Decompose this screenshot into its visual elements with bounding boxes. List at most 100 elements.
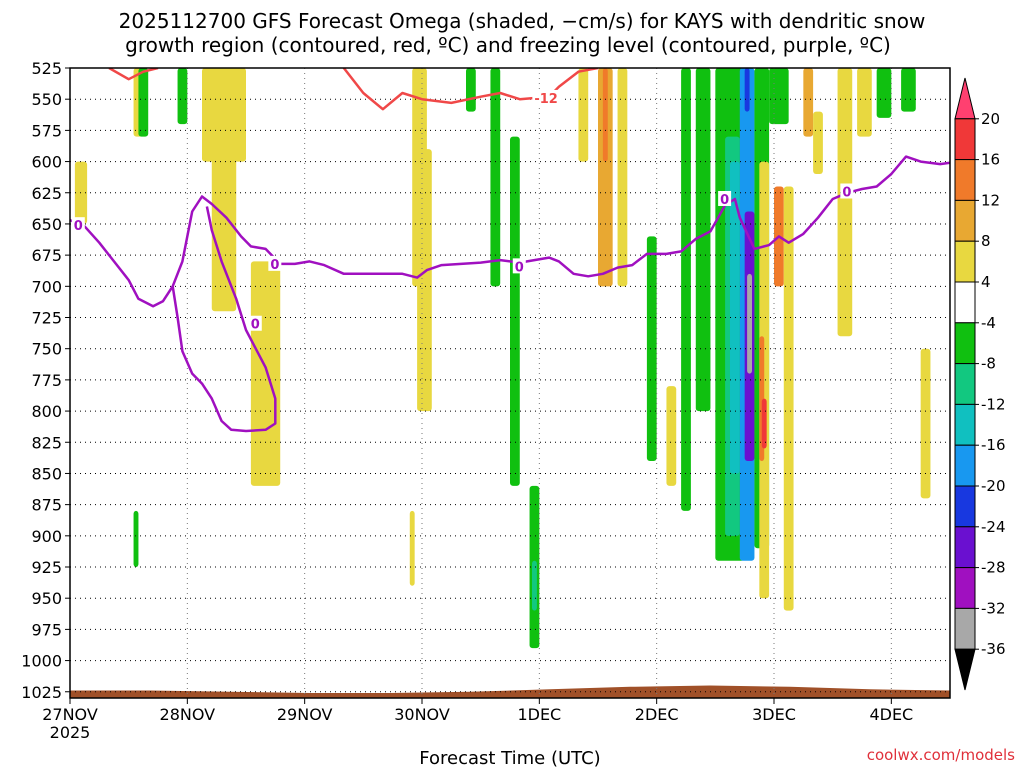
freezing-label-1-text: 0 [74,219,83,234]
y-tick-650: 650 [31,215,62,234]
omega-region-21 [666,386,677,486]
x-tick-28NOV: 28NOV [160,705,216,724]
freezing-label-5-bg [718,190,732,206]
x-tick-27NOV: 27NOV [42,705,98,724]
colorbar-tick-3: 8 [981,232,991,250]
x-tick-4DEC: 4DEC [869,705,913,724]
omega-region-28 [744,68,750,112]
colorbar-seg-14 [954,648,976,691]
freezing-label-6-text: 0 [842,186,851,201]
colorbar-seg-10 [954,485,976,528]
omega-region-11 [466,68,476,112]
x-tick-3DEC: 3DEC [752,705,796,724]
omega-region-6 [250,261,281,486]
plot-frame [69,67,951,699]
dgz-minus12-line-2 [342,68,599,111]
freezing-label-6-bg [840,183,854,199]
y-tick-1025: 1025 [21,683,62,702]
gridlines [70,68,950,698]
y-tick-775: 775 [31,371,62,390]
omega-region-37 [783,186,794,611]
x-tick-29NOV: 29NOV [277,705,333,724]
colorbar-tick-6: -8 [981,355,996,373]
colorbar-tick-5: -4 [981,314,996,332]
freezing-label-4-bg [512,258,526,274]
y-tick-725: 725 [31,309,62,328]
x-tick-2DEC: 2DEC [635,705,679,724]
omega-region-5 [211,136,237,312]
omega-region-41 [857,68,872,137]
freezing-label-3-text: 0 [251,318,260,333]
x-axis-label: Forecast Time (UTC) [419,748,600,768]
omega-region-35 [769,68,789,125]
omega-region-34 [761,398,767,449]
y-tick-625: 625 [31,184,62,203]
y-tick-700: 700 [31,277,62,296]
chart-title-line1: 2025112700 GFS Forecast Omega (shaded, −… [119,9,926,33]
omega-region-17 [598,68,613,287]
colorbar-seg-11 [954,526,976,569]
contours: 0 0 0 0 0 0 -12 [70,68,950,433]
y-axis-pressure: 525 550 575 600 625 650 675 700 725 750 775 800 825 8… [21,59,70,702]
omega-region-18 [602,68,608,162]
freezing-label-5: 0 [718,190,732,208]
dgz-minus12-label-text: -12 [534,92,558,107]
freezing-label-5-text: 0 [720,193,729,208]
y-tick-950: 950 [31,589,62,608]
omega-region-13 [510,136,520,486]
colorbar: 20 16 12 8 4 -4 -8 -12 -16 -20 -24 -28 -32 -36 [954,77,1006,691]
y-tick-925: 925 [31,558,62,577]
x-tick-sub-27NOV: 2025 [50,723,91,742]
y-tick-1000: 1000 [21,652,62,671]
y-tick-675: 675 [31,246,62,265]
y-tick-575: 575 [31,121,62,140]
omega-region-26 [730,161,740,474]
colorbar-tick-1: 16 [981,151,1000,169]
colorbar-tick-12: -32 [981,599,1006,617]
y-tick-875: 875 [31,496,62,515]
freezing-label-2: 0 [268,255,282,273]
dgz-minus12-label-bg [532,89,564,105]
omega-region-30 [747,273,752,374]
omega-region-23 [695,68,711,412]
omega-region-7 [133,510,139,568]
colorbar-seg-3 [954,199,976,242]
colorbar-seg-6 [954,322,976,365]
freezing-label-1: 0 [71,217,85,234]
colorbar-seg-4 [954,240,976,283]
freezing-label-3-bg [248,315,262,331]
colorbar-tick-11: -28 [981,559,1006,577]
omega-region-20 [646,236,657,461]
chart-title-line2: growth region (contoured, red, ºC) and f… [125,33,891,57]
y-tick-850: 850 [31,464,62,483]
y-tick-525: 525 [31,59,62,78]
x-tick-30NOV: 30NOV [394,705,450,724]
freezing-level-loop [171,206,277,433]
x-tick-1DEC: 1DEC [517,705,561,724]
y-tick-825: 825 [31,433,62,452]
colorbar-seg-2 [954,159,976,201]
colorbar-tick-7: -12 [981,395,1006,413]
colorbar-seg-13 [954,607,976,650]
omega-region-15 [532,560,537,611]
omega-region-3 [177,68,188,125]
omega-region-38 [803,68,814,137]
colorbar-tick-9: -20 [981,477,1006,495]
omega-region-43 [901,68,916,112]
omega-region-19 [617,68,628,287]
y-tick-900: 900 [31,527,62,546]
omega-region-16 [578,68,589,162]
colorbar-tick-13: -36 [981,640,1006,658]
credit-text: coolwx.com/models [867,746,1015,764]
freezing-label-2-text: 0 [270,258,279,273]
omega-region-44 [920,348,931,499]
colorbar-seg-7 [954,363,976,405]
dgz-minus12-label: -12 [532,89,564,107]
freezing-label-1-bg [71,217,85,233]
colorbar-seg-1 [954,118,976,161]
freezing-label-2-bg [268,255,282,271]
y-tick-800: 800 [31,402,62,421]
y-tick-550: 550 [31,90,62,109]
